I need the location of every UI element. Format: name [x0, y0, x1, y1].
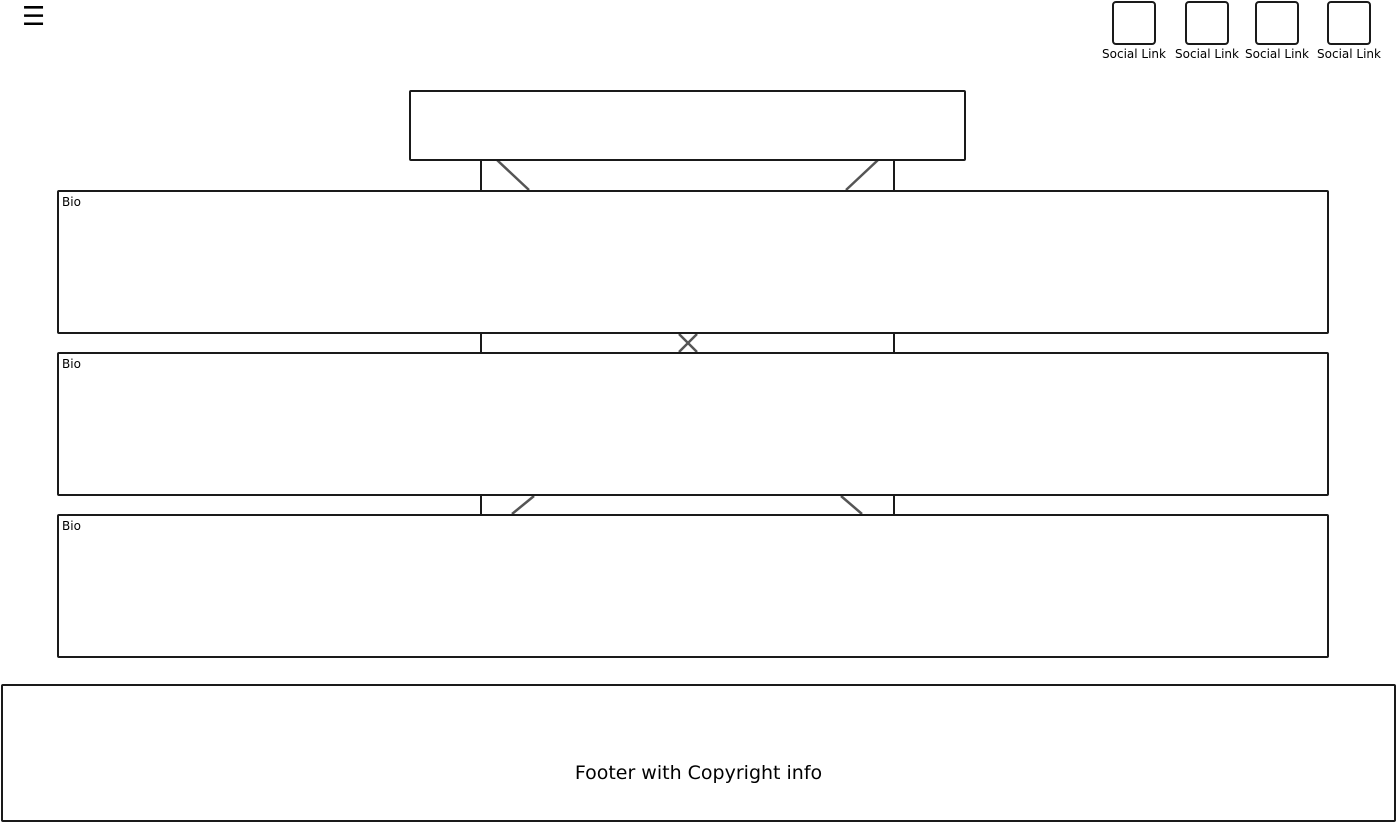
- social-link-label: Social Link: [1317, 47, 1381, 61]
- social-link-label: Social Link: [1102, 47, 1166, 61]
- social-link-2[interactable]: Social Link: [1172, 1, 1242, 65]
- bio-label: Bio: [62, 195, 81, 209]
- footer-copyright-text: Footer with Copyright info: [574, 762, 823, 784]
- bio-panel-3: Bio: [57, 514, 1329, 658]
- bio-panel-2: Bio: [57, 352, 1329, 496]
- social-link-label: Social Link: [1245, 47, 1309, 61]
- hamburger-menu-icon[interactable]: ☰: [22, 2, 46, 32]
- social-link-icon: [1255, 1, 1299, 45]
- social-link-icon: [1112, 1, 1156, 45]
- social-link-3[interactable]: Social Link: [1242, 1, 1312, 65]
- social-link-icon: [1327, 1, 1371, 45]
- bio-label: Bio: [62, 519, 81, 533]
- social-link-icon: [1185, 1, 1229, 45]
- social-link-4[interactable]: Social Link: [1314, 1, 1384, 65]
- bio-label: Bio: [62, 357, 81, 371]
- footer: Footer with Copyright info: [1, 684, 1396, 822]
- social-link-1[interactable]: Social Link: [1099, 1, 1169, 65]
- title-placeholder: [409, 90, 966, 161]
- social-link-label: Social Link: [1175, 47, 1239, 61]
- bio-panel-1: Bio: [57, 190, 1329, 334]
